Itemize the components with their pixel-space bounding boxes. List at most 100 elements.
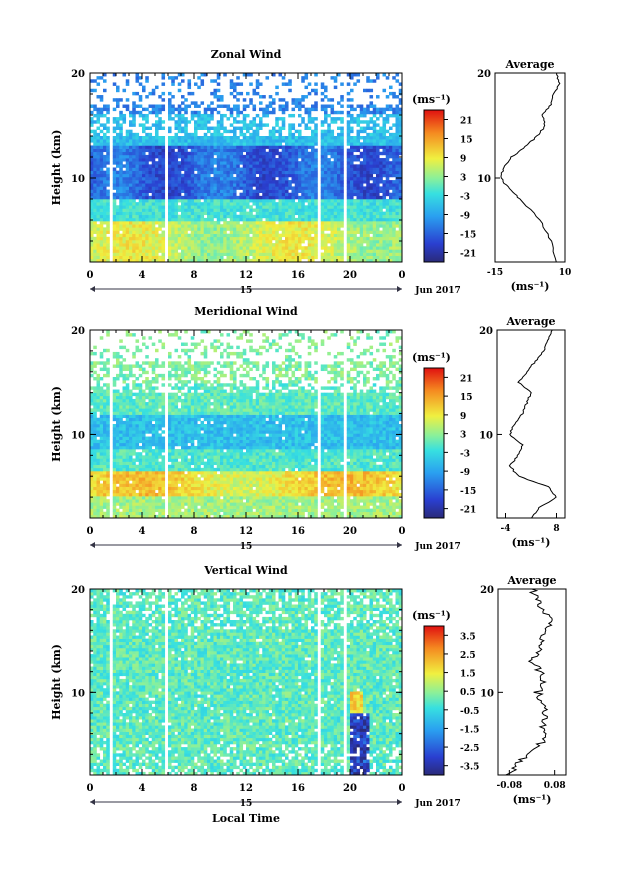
- heatmap-cell: [353, 258, 357, 263]
- heatmap-cell: [298, 230, 302, 234]
- heatmap-cell: [151, 123, 156, 127]
- heatmap-cell: [356, 239, 361, 244]
- heatmap-cell: [213, 173, 218, 178]
- heatmap-cell: [333, 199, 338, 203]
- heatmap-cell: [125, 211, 130, 216]
- heatmap-cell: [177, 82, 182, 86]
- heatmap-cell: [197, 258, 201, 263]
- heatmap-cell: [246, 224, 250, 228]
- heatmap-cell: [200, 170, 205, 175]
- heatmap-cell: [99, 455, 104, 459]
- heatmap-cell: [294, 249, 299, 253]
- heatmap-cell: [288, 142, 292, 146]
- heatmap-cell: [138, 227, 143, 231]
- heatmap-cell: [138, 252, 143, 256]
- heatmap-cell: [359, 183, 364, 187]
- heatmap-cell: [285, 233, 289, 238]
- heatmap-cell: [148, 167, 153, 171]
- heatmap-cell: [122, 224, 127, 228]
- heatmap-cell: [285, 221, 289, 225]
- heatmap-cell: [116, 411, 120, 415]
- heatmap-cell: [369, 236, 374, 241]
- heatmap-cell: [90, 243, 94, 247]
- heatmap-cell: [324, 88, 328, 93]
- heatmap-cell: [359, 217, 364, 222]
- heatmap-cell: [262, 233, 266, 238]
- heatmap-cell: [314, 104, 318, 108]
- heatmap-cell: [301, 164, 305, 168]
- heatmap-cell: [223, 142, 227, 146]
- heatmap-cell: [142, 236, 146, 241]
- heatmap-cell: [249, 189, 253, 193]
- heatmap-cell: [106, 348, 110, 353]
- heatmap-cell: [242, 205, 247, 209]
- heatmap-cell: [304, 208, 309, 212]
- heatmap-cell: [272, 252, 276, 256]
- heatmap-cell: [314, 202, 318, 206]
- heatmap-cell: [90, 151, 94, 156]
- heatmap-cell: [372, 123, 377, 127]
- heatmap-cell: [392, 136, 396, 140]
- heatmap-cell: [398, 199, 403, 203]
- heatmap-cell: [112, 496, 117, 500]
- heatmap-cell: [392, 208, 396, 212]
- heatmap-cell: [106, 474, 110, 478]
- heatmap-cell: [395, 158, 400, 162]
- heatmap-cell: [148, 258, 153, 263]
- heatmap-cell: [268, 183, 273, 187]
- heatmap-cell: [249, 173, 253, 178]
- heatmap-cell: [249, 192, 253, 197]
- heatmap-cell: [259, 189, 263, 193]
- heatmap-cell: [135, 230, 140, 234]
- heatmap-cell: [304, 154, 309, 159]
- heatmap-cell: [236, 199, 240, 203]
- heatmap-cell: [203, 239, 208, 244]
- heatmap-cell: [346, 104, 351, 108]
- heatmap-cell: [379, 158, 383, 162]
- heatmap-cell: [265, 123, 270, 127]
- heatmap-cell: [155, 205, 159, 209]
- heatmap-cell: [314, 192, 318, 197]
- heatmap-cell: [135, 224, 140, 228]
- heatmap-cell: [210, 91, 214, 96]
- heatmap-cell: [187, 167, 192, 171]
- heatmap-cell: [135, 148, 140, 153]
- heatmap-cell: [200, 164, 205, 168]
- heatmap-cell: [298, 148, 302, 153]
- heatmap-cell: [298, 104, 302, 108]
- heatmap-cell: [301, 230, 305, 234]
- heatmap-cell: [181, 151, 185, 156]
- heatmap-cell: [288, 139, 292, 143]
- heatmap-cell: [311, 151, 315, 156]
- heatmap-cell: [333, 145, 338, 149]
- heatmap-cell: [356, 142, 361, 146]
- heatmap-cell: [112, 461, 117, 466]
- heatmap-cell: [262, 145, 266, 149]
- heatmap-cell: [255, 217, 260, 222]
- heatmap-cell: [158, 224, 162, 228]
- heatmap-cell: [181, 95, 185, 99]
- heatmap-cell: [301, 221, 305, 225]
- heatmap-cell: [356, 243, 361, 247]
- heatmap-cell: [203, 151, 208, 156]
- heatmap-cell: [324, 158, 328, 162]
- heatmap-cell: [265, 236, 270, 241]
- heatmap-cell: [304, 180, 309, 184]
- heatmap-cell: [379, 151, 383, 156]
- heatmap-cell: [369, 211, 374, 216]
- heatmap-cell: [171, 205, 175, 209]
- heatmap-cell: [171, 176, 175, 181]
- heatmap-cell: [369, 142, 374, 146]
- heatmap-cell: [259, 154, 263, 159]
- heatmap-cell: [103, 433, 107, 437]
- heatmap-cell: [346, 243, 351, 247]
- heatmap-cell: [272, 192, 276, 197]
- heatmap-cell: [327, 136, 331, 140]
- heatmap-cell: [200, 120, 205, 124]
- heatmap-cell: [103, 205, 107, 209]
- heatmap-cell: [171, 76, 175, 80]
- heatmap-cell: [259, 101, 263, 105]
- heatmap-cell: [366, 76, 370, 80]
- heatmap-cell: [200, 161, 205, 165]
- heatmap-cell: [129, 214, 133, 219]
